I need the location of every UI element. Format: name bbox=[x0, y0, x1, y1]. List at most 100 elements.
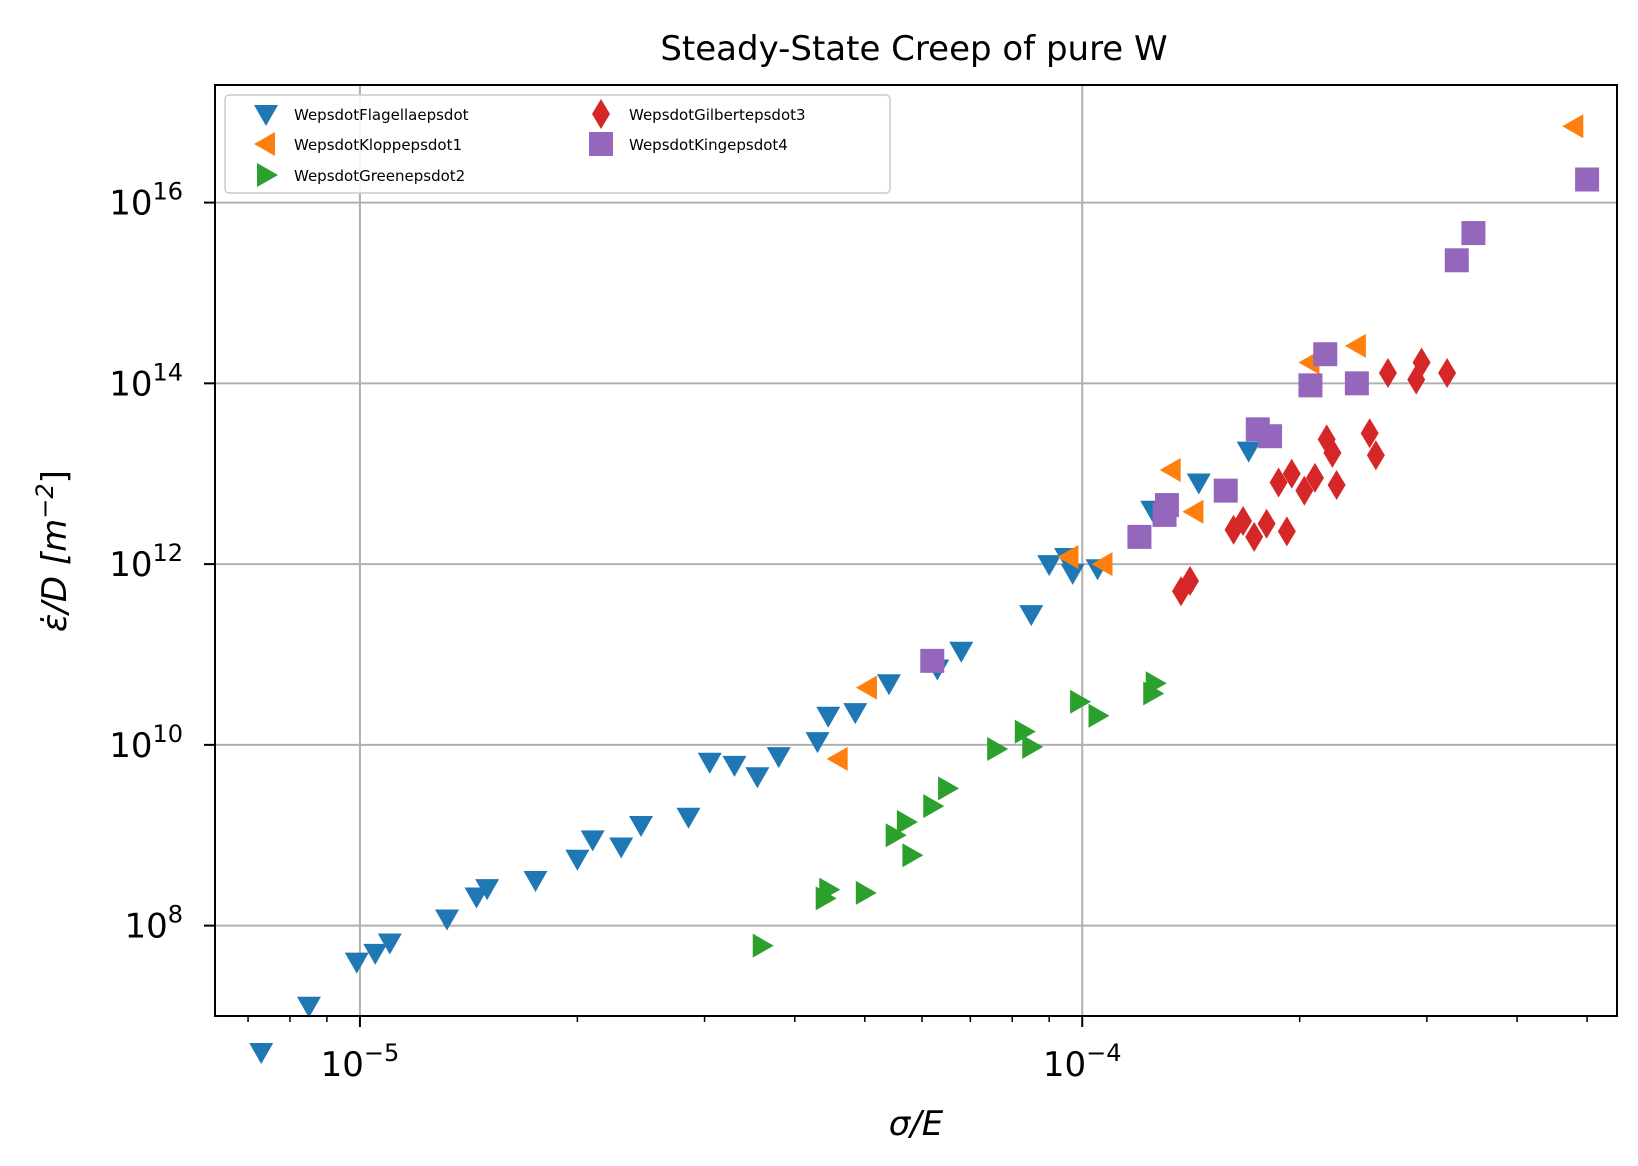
data-point bbox=[1182, 499, 1204, 524]
data-point bbox=[1277, 516, 1296, 547]
data-point bbox=[1060, 563, 1085, 585]
data-points bbox=[249, 114, 1600, 1064]
data-point bbox=[1575, 167, 1600, 192]
data-point bbox=[1305, 462, 1324, 493]
data-point bbox=[1323, 437, 1342, 468]
data-point bbox=[752, 933, 774, 958]
data-point bbox=[1562, 114, 1584, 139]
data-point bbox=[920, 648, 945, 673]
data-point bbox=[876, 674, 901, 696]
data-point bbox=[1298, 373, 1323, 398]
data-point bbox=[344, 952, 369, 974]
data-point bbox=[1245, 521, 1264, 552]
data-point bbox=[1070, 689, 1092, 714]
legend-marker bbox=[257, 163, 278, 187]
data-point bbox=[363, 943, 388, 965]
data-point bbox=[565, 849, 590, 871]
data-point bbox=[435, 909, 460, 931]
data-point bbox=[1327, 470, 1346, 501]
y-tick-label: 1010 bbox=[109, 720, 183, 766]
data-point bbox=[1057, 544, 1079, 569]
chart-title: Steady-State Creep of pure W bbox=[660, 29, 1167, 69]
data-point bbox=[296, 996, 321, 1018]
data-point bbox=[1313, 342, 1338, 367]
legend-box bbox=[224, 94, 891, 194]
grid bbox=[215, 85, 1617, 1016]
data-point bbox=[1127, 524, 1152, 549]
data-point bbox=[819, 877, 841, 902]
data-point bbox=[1378, 358, 1397, 389]
data-point bbox=[697, 752, 722, 774]
axis-ticks: 10−5 10−4 108 1010 1012 1014 1016 bbox=[109, 178, 1588, 1085]
y-tick-label: 1014 bbox=[109, 358, 183, 404]
data-point bbox=[1295, 475, 1314, 506]
data-point bbox=[377, 933, 402, 955]
data-point bbox=[464, 887, 489, 909]
data-point bbox=[843, 703, 868, 725]
legend-label: WepsdotFlagellaepsdot bbox=[294, 106, 469, 124]
data-point bbox=[1258, 424, 1283, 449]
data-point bbox=[1014, 719, 1036, 744]
data-point bbox=[1412, 347, 1431, 378]
x-tick-label: 10−5 bbox=[321, 1039, 400, 1085]
data-point bbox=[475, 879, 500, 901]
legend-marker bbox=[254, 132, 275, 156]
data-point bbox=[1344, 371, 1369, 396]
data-point bbox=[745, 767, 770, 789]
legend-entries: WepsdotFlagellaepsdot WepsdotKloppepsdot1… bbox=[254, 99, 806, 187]
data-point bbox=[1088, 703, 1110, 728]
y-tick-label: 1012 bbox=[109, 539, 183, 585]
data-point bbox=[1344, 333, 1366, 358]
plot-frame bbox=[214, 84, 1618, 1017]
legend-label: WepsdotGreenepsdot2 bbox=[294, 167, 465, 185]
data-point bbox=[1257, 508, 1276, 539]
x-tick-label: 10−4 bbox=[1043, 1039, 1122, 1085]
data-point bbox=[805, 732, 830, 754]
legend: WepsdotFlagellaepsdot WepsdotKloppepsdot1… bbox=[224, 94, 891, 194]
data-point bbox=[1366, 440, 1385, 471]
data-point bbox=[1181, 566, 1200, 597]
legend-marker bbox=[592, 99, 610, 129]
data-point bbox=[1022, 734, 1044, 759]
data-point bbox=[885, 823, 907, 848]
data-point bbox=[676, 807, 701, 829]
data-point bbox=[766, 747, 791, 769]
data-point bbox=[902, 843, 924, 868]
data-point bbox=[1269, 467, 1288, 498]
y-tick-label: 108 bbox=[124, 901, 183, 947]
legend-marker bbox=[589, 132, 613, 156]
data-point bbox=[1019, 605, 1044, 627]
data-point bbox=[1091, 552, 1113, 577]
data-point bbox=[855, 675, 877, 700]
legend-label: WepsdotKloppepsdot1 bbox=[294, 136, 462, 154]
legend-marker bbox=[254, 105, 278, 126]
data-point bbox=[1438, 358, 1457, 389]
data-point bbox=[1213, 478, 1238, 503]
y-axis-label-close: ] bbox=[35, 470, 75, 483]
y-axis-label-main: ε̇/D [m bbox=[35, 519, 75, 632]
data-point bbox=[523, 870, 548, 892]
y-axis-label-exponent: −2 bbox=[31, 483, 59, 518]
x-axis-label: σ/E bbox=[889, 1104, 944, 1144]
data-point bbox=[629, 815, 654, 837]
data-point bbox=[1236, 441, 1261, 463]
data-point bbox=[923, 794, 945, 819]
data-point bbox=[1282, 458, 1301, 489]
data-point bbox=[987, 736, 1009, 761]
data-point bbox=[722, 755, 747, 777]
data-point bbox=[816, 706, 841, 728]
data-point bbox=[855, 880, 877, 905]
y-axis-label: ε̇/D [m−2] bbox=[31, 470, 75, 632]
data-point bbox=[826, 746, 848, 771]
data-point bbox=[609, 837, 634, 859]
data-point bbox=[1461, 221, 1486, 246]
data-point bbox=[1154, 493, 1179, 518]
data-point bbox=[1159, 457, 1181, 482]
legend-label: WepsdotGilbertepsdot3 bbox=[629, 106, 806, 124]
data-point bbox=[1037, 555, 1062, 577]
legend-label: WepsdotKingepsdot4 bbox=[629, 136, 788, 154]
y-tick-label: 1016 bbox=[109, 178, 183, 224]
data-point bbox=[580, 830, 605, 852]
data-point bbox=[896, 810, 918, 835]
